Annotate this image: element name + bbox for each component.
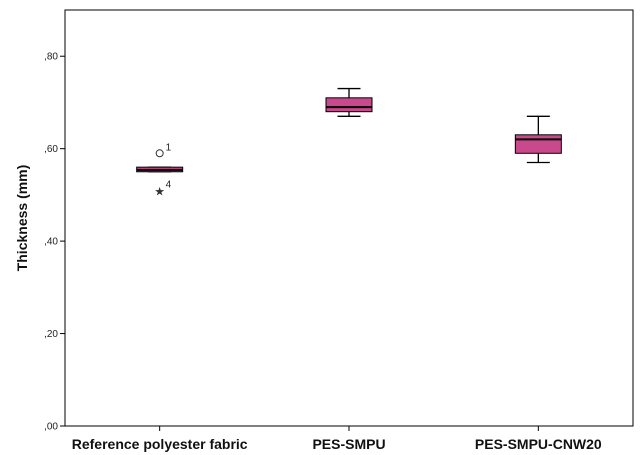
x-category-label: PES-SMPU [312,436,385,452]
box-0: 1 ★ 4 [136,142,184,198]
outlier-label: 4 [166,179,172,190]
outlier-circle [155,149,164,158]
y-axis-title: Thickness (mm) [14,165,30,272]
boxes: 1 ★ 4 [136,87,562,198]
x-category-label: Reference polyester fabric [72,436,248,452]
y-tick-label: ,00 [44,422,58,433]
plot-area [64,9,634,427]
outlier-label: 1 [166,142,172,153]
y-axis-ticks: ,00 ,20 ,40 ,60 ,80 [44,52,65,433]
x-category-label: PES-SMPU-CNW20 [475,436,602,452]
y-tick-label: ,60 [44,144,58,155]
outlier-star: ★ [154,184,165,198]
x-axis-ticks: Reference polyester fabric PES-SMPU PES-SM… [72,426,602,452]
box-iqr [514,134,562,154]
box-iqr [325,97,373,113]
box-1 [325,87,373,117]
y-tick-label: ,80 [44,52,58,63]
box-2 [514,115,562,164]
y-tick-label: ,20 [44,329,58,340]
y-tick-label: ,40 [44,237,58,248]
